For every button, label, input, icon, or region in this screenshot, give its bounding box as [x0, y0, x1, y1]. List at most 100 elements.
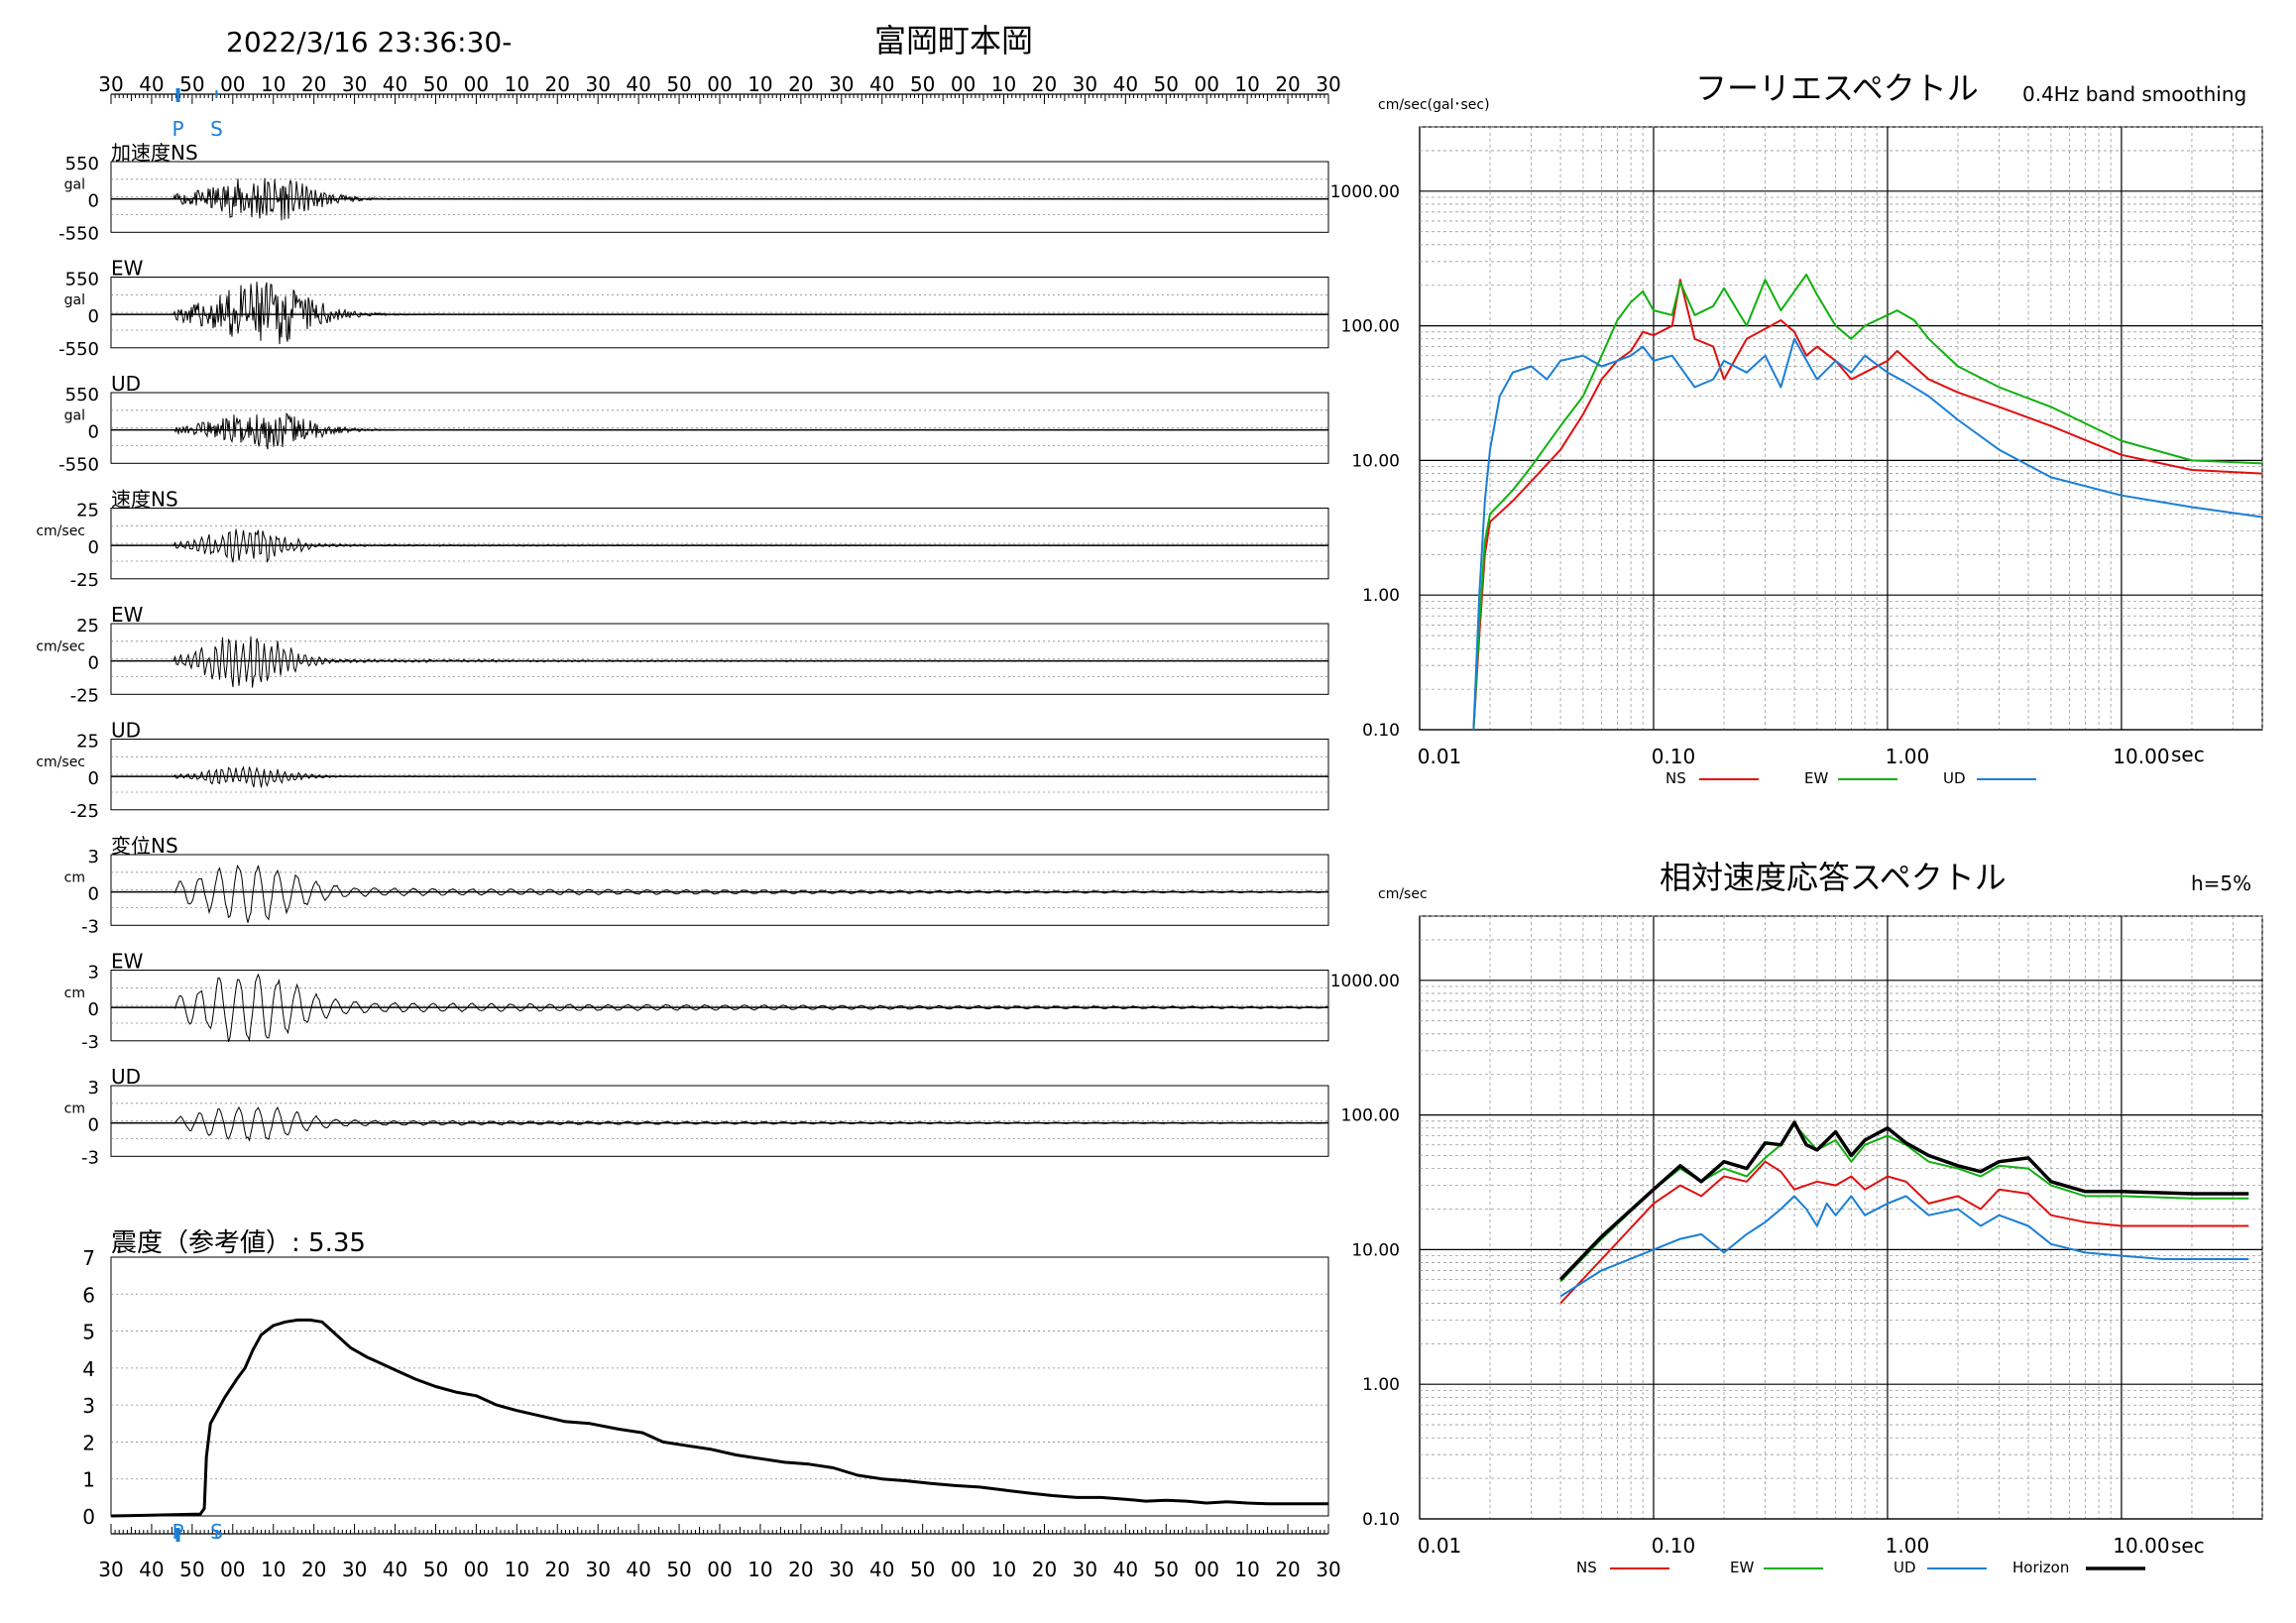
top-time-p-marker: P [172, 117, 184, 141]
waveform-trace [111, 528, 1327, 563]
bottom-time-tick-label: 50 [1154, 1558, 1179, 1581]
bottom-time-tick-label: 10 [1234, 1558, 1259, 1581]
waveform-frame [110, 1085, 1329, 1157]
waveform-top-value: 3 [88, 1078, 99, 1099]
waveform-zero-value: 0 [88, 191, 99, 212]
bottom-time-tick-label: 40 [869, 1558, 894, 1581]
spectrum-x-tick-label: 10.00 [2113, 1534, 2169, 1558]
waveform-top-value: 3 [88, 847, 99, 868]
waveform-bottom-value: -550 [58, 339, 99, 360]
legend-label: NS [1665, 769, 1686, 787]
response-title: 相対速度応答スペクトル [1660, 859, 2007, 896]
bottom-time-tick-label: 30 [1316, 1558, 1340, 1581]
waveform-bottom-value: -25 [70, 801, 99, 822]
spectrum-series-horizon [1558, 1120, 2249, 1281]
top-time-tick-label: 00 [1194, 72, 1218, 96]
waveform-label: UD [111, 1065, 141, 1089]
top-time-tick-label: 10 [747, 72, 772, 96]
bottom-time-tick-label: 30 [585, 1558, 610, 1581]
bottom-time-tick-label: 00 [464, 1558, 489, 1581]
bottom-time-tick-label: 10 [747, 1558, 772, 1581]
intensity-tick-label: 1 [82, 1468, 95, 1492]
bottom-time-tick-label: 20 [301, 1558, 326, 1581]
spectrum-y-tick-label: 100.00 [1341, 317, 1400, 337]
spectrum-x-tick-label: 1.00 [1886, 1534, 1930, 1558]
waveform-bottom-value: -3 [81, 1032, 99, 1053]
top-time-tick-label: 40 [869, 72, 894, 96]
waveform-bottom-value: -3 [81, 1147, 99, 1168]
spectrum-y-tick-label: 10.00 [1351, 1240, 1400, 1260]
legend-label: UD [1943, 769, 1966, 787]
spectrum-y-tick-label: 1000.00 [1330, 182, 1400, 202]
bottom-time-tick-label: 50 [910, 1558, 935, 1581]
top-time-tick-label: 20 [301, 72, 326, 96]
top-time-tick-label: 30 [98, 72, 123, 96]
top-time-tick-label: 40 [139, 72, 164, 96]
bottom-time-tick-label: 40 [1113, 1558, 1138, 1581]
intensity-tick-label: 0 [82, 1505, 95, 1529]
bottom-time-tick-label: 40 [139, 1558, 164, 1581]
legend-label: UD [1894, 1559, 1916, 1576]
top-time-tick-label: 40 [626, 72, 650, 96]
bottom-time-tick-label: 50 [179, 1558, 204, 1581]
top-time-tick-label: 30 [1073, 72, 1097, 96]
response-spectrum-chart: 相対速度応答スペクトル h=5% cm/sec sec 1000.00 100.0… [1330, 859, 2263, 1576]
intensity-tick-label: 5 [82, 1321, 95, 1344]
waveform-top-value: 550 [65, 154, 99, 174]
waveform-unit: cm/sec [36, 754, 85, 770]
bottom-time-tick-label: 30 [342, 1558, 367, 1581]
spectrum-series-ns [1472, 279, 2263, 731]
waveform-top-value: 25 [76, 732, 99, 753]
waveform-unit: gal [64, 408, 85, 424]
bottom-time-tick-label: 30 [1073, 1558, 1097, 1581]
waveform-unit: cm/sec [36, 523, 85, 539]
top-time-tick-label: 50 [666, 72, 691, 96]
waveform-label: EW [111, 257, 144, 281]
waveform-bottom-value: -550 [58, 223, 99, 244]
waveform-trace [111, 282, 1328, 345]
legend-label: NS [1576, 1559, 1597, 1576]
fourier-ylabel: cm/sec(gal･sec) [1378, 97, 1490, 113]
fourier-xlabel: sec [2171, 743, 2205, 766]
waveform-unit: cm [64, 985, 85, 1001]
spectrum-series-ew [1472, 274, 2263, 731]
top-time-tick-label: 20 [545, 72, 570, 96]
intensity-tick-label: 6 [82, 1283, 95, 1307]
spectrum-y-tick-label: 100.00 [1341, 1106, 1400, 1126]
top-time-tick-label: 40 [1113, 72, 1138, 96]
waveform-unit: cm [64, 870, 85, 886]
response-subtitle: h=5% [2191, 871, 2251, 895]
top-time-tick-label: 10 [1234, 72, 1259, 96]
waveform-label: EW [111, 603, 144, 627]
spectrum-x-tick-label: 10.00 [2113, 745, 2169, 768]
waveform-zero-value: 0 [88, 422, 99, 443]
top-time-tick-label: 20 [1275, 72, 1300, 96]
waveform-top-value: 25 [76, 616, 99, 637]
waveform-top-value: 550 [65, 270, 99, 290]
bottom-time-tick-label: 00 [220, 1558, 245, 1581]
top-time-tick-label: 30 [585, 72, 610, 96]
bottom-time-tick-label: 30 [98, 1558, 123, 1581]
response-xlabel: sec [2171, 1534, 2205, 1558]
waveform-label: UD [111, 372, 141, 396]
top-time-tick-label: 30 [1316, 72, 1340, 96]
top-time-tick-label: 50 [179, 72, 204, 96]
bottom-time-tick-label: 30 [829, 1558, 854, 1581]
waveform-bottom-value: -550 [58, 454, 99, 475]
waveform-trace [111, 973, 1328, 1043]
spectrum-x-tick-label: 0.10 [1652, 1534, 1696, 1558]
spectrum-series-ud [1559, 1195, 2249, 1298]
bottom-time-tick-label: 50 [423, 1558, 448, 1581]
spectrum-y-tick-label: 1.00 [1362, 1375, 1400, 1395]
bottom-time-tick-label: 10 [505, 1558, 529, 1581]
waveform-unit: cm [64, 1101, 85, 1117]
spectrum-x-tick-label: 0.10 [1652, 745, 1696, 768]
top-time-tick-label: 00 [707, 72, 732, 96]
waveform-unit: cm/sec [36, 639, 85, 655]
fourier-title: フーリエスペクトル [1695, 69, 1979, 107]
bottom-time-tick-label: 20 [1032, 1558, 1057, 1581]
